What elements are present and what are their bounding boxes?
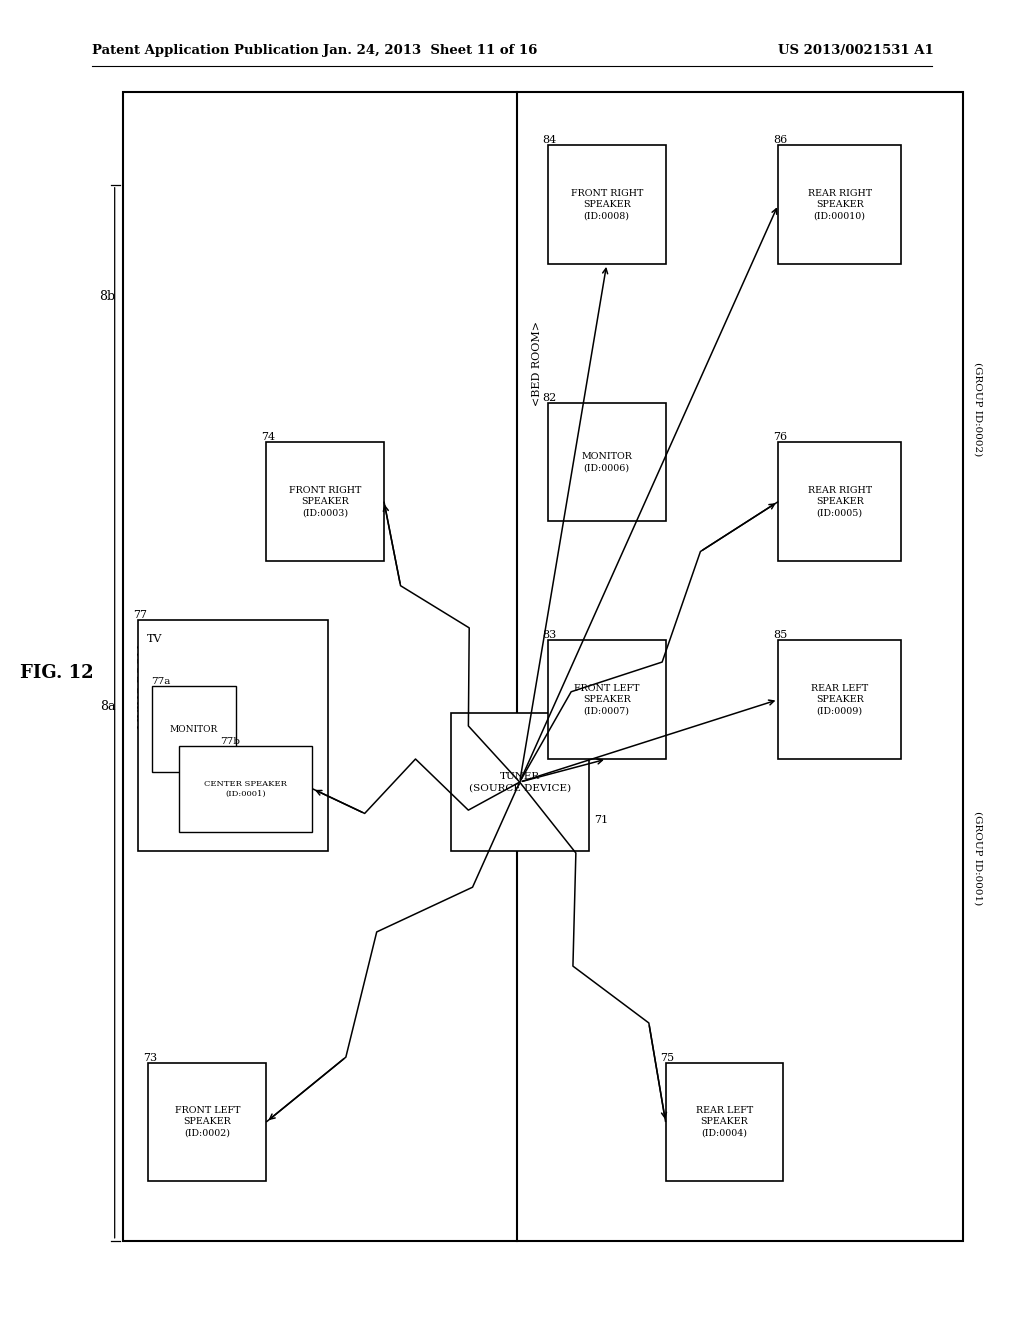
Text: MONITOR: MONITOR [169,725,218,734]
Text: 83: 83 [543,630,557,640]
Text: 75: 75 [660,1052,675,1063]
Text: REAR RIGHT
SPEAKER
(ID:00010): REAR RIGHT SPEAKER (ID:00010) [808,189,871,220]
Text: TV: TV [146,634,162,644]
Text: 85: 85 [773,630,787,640]
Text: 84: 84 [543,135,557,145]
Text: 77b: 77b [220,737,241,746]
Bar [778,442,901,561]
Text: 73: 73 [143,1052,158,1063]
Text: (GROUP ID:0001): (GROUP ID:0001) [974,810,982,906]
Bar [179,746,312,832]
Text: REAR LEFT
SPEAKER
(ID:0004): REAR LEFT SPEAKER (ID:0004) [696,1106,753,1138]
Text: <BED ROOM>: <BED ROOM> [532,321,543,405]
Text: 74: 74 [261,432,275,442]
Bar [548,145,666,264]
Bar [451,713,589,851]
Bar [266,442,384,561]
Text: FRONT LEFT
SPEAKER
(ID:0002): FRONT LEFT SPEAKER (ID:0002) [175,1106,240,1138]
Text: 86: 86 [773,135,787,145]
Bar [548,640,666,759]
Bar [152,686,236,772]
Bar [548,403,666,521]
Text: FRONT RIGHT
SPEAKER
(ID:0008): FRONT RIGHT SPEAKER (ID:0008) [570,189,643,220]
Text: MONITOR
(ID:0006): MONITOR (ID:0006) [582,451,632,473]
Bar [123,92,963,1241]
Text: CENTER SPEAKER
(ID:0001): CENTER SPEAKER (ID:0001) [205,780,287,797]
Text: REAR LEFT
SPEAKER
(ID:0009): REAR LEFT SPEAKER (ID:0009) [811,684,868,715]
Text: Patent Application Publication: Patent Application Publication [92,44,318,57]
Bar [666,1063,783,1181]
Bar [778,145,901,264]
Text: <LIVING ROOM>: <LIVING ROOM> [138,635,148,738]
Text: FIG. 12: FIG. 12 [19,664,93,682]
Bar [148,1063,266,1181]
Text: FRONT LEFT
SPEAKER
(ID:0007): FRONT LEFT SPEAKER (ID:0007) [574,684,639,715]
Text: US 2013/0021531 A1: US 2013/0021531 A1 [778,44,934,57]
Bar [138,620,328,851]
Text: 8b: 8b [99,290,116,304]
Text: 77: 77 [133,610,147,620]
Text: FRONT RIGHT
SPEAKER
(ID:0003): FRONT RIGHT SPEAKER (ID:0003) [289,486,361,517]
Text: (GROUP ID:0002): (GROUP ID:0002) [974,362,982,457]
Text: TUNER
(SOURCE DEVICE): TUNER (SOURCE DEVICE) [469,772,570,792]
Text: REAR RIGHT
SPEAKER
(ID:0005): REAR RIGHT SPEAKER (ID:0005) [808,486,871,517]
Text: Jan. 24, 2013  Sheet 11 of 16: Jan. 24, 2013 Sheet 11 of 16 [323,44,538,57]
Bar [778,640,901,759]
Text: 8a: 8a [99,700,116,713]
Text: 77a: 77a [152,677,171,686]
Text: 71: 71 [594,814,608,825]
Text: 76: 76 [773,432,787,442]
Text: 82: 82 [543,392,557,403]
